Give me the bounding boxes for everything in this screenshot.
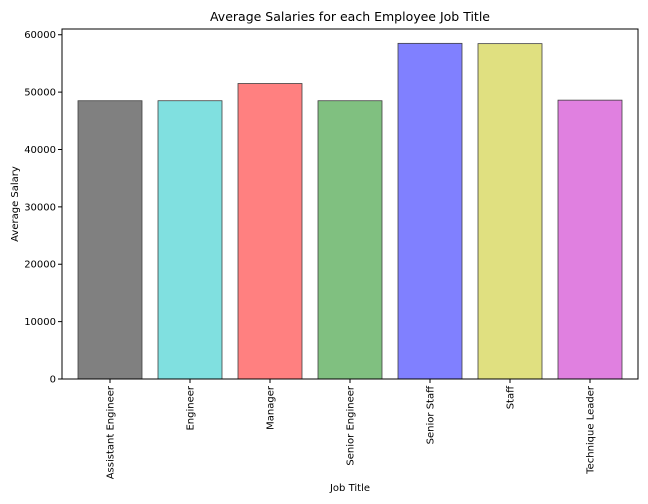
y-tick-label: 50000 [24, 88, 56, 99]
y-tick-label: 0 [50, 375, 56, 386]
y-axis-label: Average Salary [10, 166, 21, 242]
x-tick-label-assistant-engineer: Assistant Engineer [106, 385, 117, 479]
x-tick-label-staff: Staff [506, 385, 517, 409]
y-axis-ticks: 0 10000 20000 30000 40000 50000 60000 [24, 30, 62, 386]
x-tick-label-senior-engineer: Senior Engineer [346, 385, 357, 465]
y-tick-label: 60000 [24, 30, 56, 41]
bar-senior-staff [397, 42, 463, 380]
bar-technique-leader [557, 99, 623, 380]
bar-engineer [157, 100, 223, 380]
bar-manager [237, 83, 303, 380]
chart-title: Average Salaries for each Employee Job T… [210, 9, 490, 24]
x-axis-ticks: Assistant Engineer Engineer Manager Senior … [106, 379, 597, 479]
bar-senior-engineer [317, 100, 383, 380]
y-tick-label: 20000 [24, 260, 56, 271]
x-tick-label-senior-staff: Senior Staff [426, 385, 437, 444]
y-tick-label: 30000 [24, 202, 56, 213]
y-tick-label: 40000 [24, 145, 56, 156]
bar-assistant-engineer [77, 100, 143, 380]
x-tick-label-technique-leader: Technique Leader [586, 385, 597, 475]
bars [77, 42, 623, 380]
y-tick-label: 10000 [24, 317, 56, 328]
x-tick-label-engineer: Engineer [186, 385, 197, 430]
x-axis-label: Job Title [329, 483, 370, 494]
x-tick-label-manager: Manager [266, 385, 277, 430]
bar-staff [477, 43, 543, 380]
